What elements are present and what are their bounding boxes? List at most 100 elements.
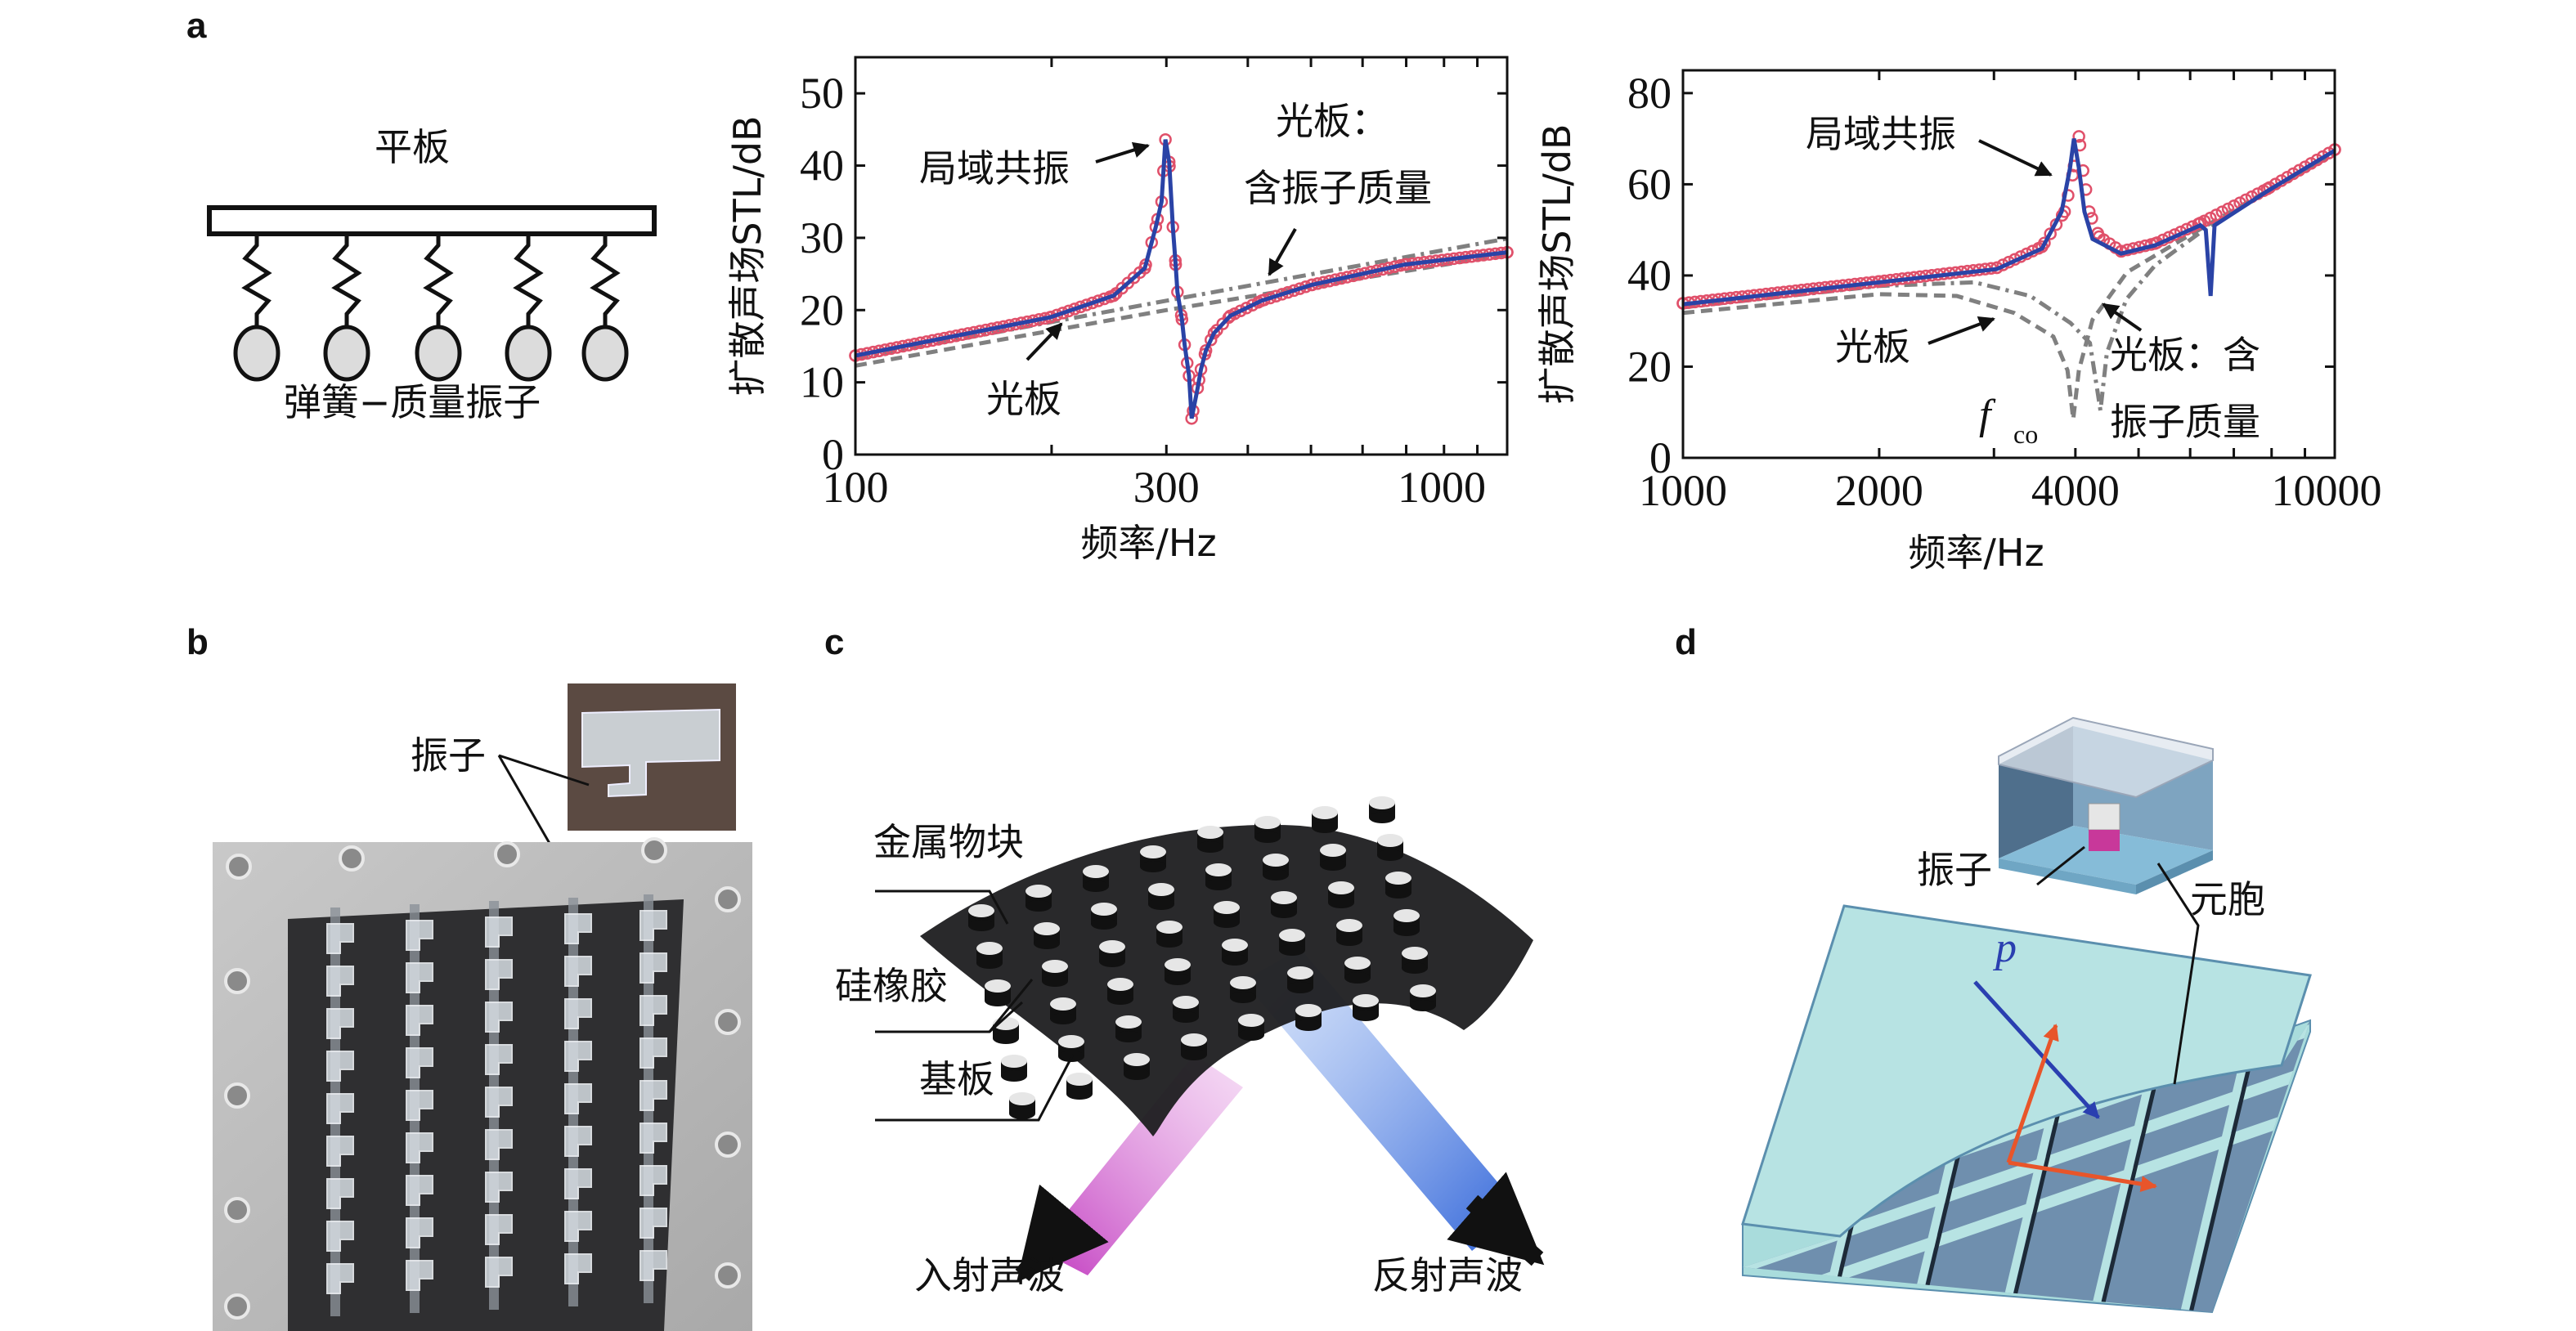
metal-block-top bbox=[1402, 947, 1428, 960]
metal-block-base bbox=[1091, 918, 1117, 930]
metal-block-base bbox=[1124, 1069, 1150, 1080]
oscillator bbox=[640, 1250, 667, 1281]
data-point bbox=[2044, 227, 2057, 240]
metal-block-base bbox=[1165, 974, 1191, 985]
y-tick-label: 0 bbox=[1649, 433, 1672, 482]
x-tick-label: 10000 bbox=[2272, 466, 2382, 515]
substrate-label: 基板 bbox=[919, 1057, 994, 1101]
unit-cell-label: 元胞 bbox=[2190, 877, 2265, 921]
metal-block-base bbox=[1107, 993, 1133, 1005]
mass-ball bbox=[581, 325, 629, 382]
metal-block-top bbox=[1115, 1015, 1142, 1028]
mass-ball bbox=[323, 325, 370, 382]
oscillator bbox=[640, 1123, 667, 1154]
bolt bbox=[715, 886, 741, 912]
panel-label-c: c bbox=[824, 622, 844, 662]
y-tick-label: 40 bbox=[800, 141, 844, 190]
metal-block-base bbox=[1312, 822, 1338, 833]
metal-block-base bbox=[1034, 938, 1060, 949]
spring-mass-label: 弹簧−质量振子 bbox=[284, 380, 541, 424]
oscillator bbox=[326, 1178, 354, 1209]
model-line bbox=[1682, 138, 2336, 307]
reflected-wave-label: 反射声波 bbox=[1372, 1253, 1523, 1297]
oscillator bbox=[326, 1221, 354, 1252]
spring-mass-oscillators bbox=[233, 234, 629, 382]
metal-block-base bbox=[1042, 975, 1068, 987]
bolt bbox=[715, 1262, 741, 1288]
x-tick-label: 4000 bbox=[2031, 466, 2120, 515]
oscillator bbox=[326, 1008, 354, 1039]
data-point bbox=[1223, 309, 1237, 323]
metal-block-base bbox=[1025, 900, 1052, 912]
metal-block-top bbox=[1279, 929, 1305, 942]
bare-plate-line bbox=[1682, 150, 2336, 419]
oscillator bbox=[640, 910, 667, 941]
annotation-resonance: 局域共振 bbox=[1806, 112, 1956, 156]
metal-block-base bbox=[1099, 956, 1125, 967]
leader-line bbox=[2156, 863, 2200, 1085]
box-floor-edge bbox=[2136, 850, 2213, 894]
metal-block-base bbox=[1344, 972, 1371, 984]
y-tick-label: 0 bbox=[822, 430, 844, 479]
plate-label: 平板 bbox=[375, 125, 450, 169]
box-lid bbox=[1998, 716, 2214, 799]
data-point bbox=[1240, 302, 1253, 315]
oscillator-label: 振子 bbox=[411, 733, 486, 778]
annotation-plate-mass-2: 振子质量 bbox=[2110, 400, 2260, 444]
oscillator bbox=[485, 916, 513, 948]
oscillator bbox=[326, 923, 354, 954]
metal-block-top bbox=[1320, 844, 1346, 857]
metal-block-top bbox=[1042, 960, 1068, 973]
chart-stl-low-frequency: 0 10 20 30 40 50 100 300 1000 频率/Hz 扩散声场STL/dB bbox=[725, 56, 1514, 565]
metal-block-top bbox=[1287, 966, 1313, 979]
metal-block-base bbox=[1287, 982, 1313, 993]
metal-block-top bbox=[1034, 922, 1060, 935]
arrow-resonance bbox=[1095, 141, 1150, 164]
metal-block-top bbox=[985, 979, 1011, 993]
panel-a: a 平板 弹簧−质量振子 bbox=[186, 6, 657, 424]
spring bbox=[423, 234, 454, 327]
chart1-annotations: 局域共振 光板： 含振子质量 光板 bbox=[919, 99, 1432, 421]
panel-c: c 金属物块 硅橡胶 基板 入射声波 反射声波 bbox=[824, 622, 1545, 1297]
pressure-label: p bbox=[1992, 925, 2017, 971]
oscillator bbox=[564, 913, 592, 944]
spring bbox=[241, 234, 272, 327]
metal-block-top bbox=[1254, 816, 1281, 829]
annotation-plate: 光板 bbox=[1835, 325, 1910, 369]
oscillator bbox=[406, 962, 433, 993]
bolt bbox=[226, 854, 252, 880]
oscillator bbox=[406, 1217, 433, 1248]
metal-block-top bbox=[1385, 872, 1411, 885]
metal-block-base bbox=[1205, 879, 1232, 890]
metal-block-top bbox=[1214, 901, 1240, 914]
metal-block-top bbox=[1099, 940, 1125, 953]
y-tick-label: 30 bbox=[800, 213, 844, 262]
metal-block-top bbox=[1140, 845, 1166, 858]
oscillator bbox=[326, 1051, 354, 1082]
y-tick-label: 50 bbox=[800, 69, 844, 118]
metal-block-top bbox=[1328, 881, 1354, 894]
x-axis-label: 频率/Hz bbox=[1080, 521, 1216, 565]
metal-block-base bbox=[976, 957, 1003, 969]
oscillator bbox=[564, 956, 592, 987]
oscillator bbox=[326, 966, 354, 997]
metal-block-top bbox=[1238, 1014, 1264, 1027]
oscillator bbox=[485, 1172, 513, 1203]
metal-block-base bbox=[1336, 934, 1362, 946]
x-tick-label: 300 bbox=[1133, 463, 1200, 512]
metal-block-top bbox=[1091, 903, 1117, 916]
metal-block-top bbox=[1230, 976, 1256, 989]
metal-block-top bbox=[1393, 909, 1420, 922]
reflected-arrow bbox=[1447, 1172, 1545, 1266]
oscillator-label: 振子 bbox=[1917, 848, 1992, 892]
metal-block-top bbox=[1148, 883, 1174, 896]
leader-line bbox=[498, 754, 590, 786]
plate bbox=[207, 205, 657, 236]
oscillator bbox=[564, 1083, 592, 1114]
x-tick-label: 1000 bbox=[1639, 466, 1727, 515]
data-point bbox=[1234, 304, 1247, 318]
metal-block-top bbox=[1263, 854, 1289, 867]
data-point bbox=[2193, 217, 2207, 230]
metal-block-top bbox=[1222, 939, 1248, 952]
x-axis-label: 频率/Hz bbox=[1908, 531, 2044, 575]
